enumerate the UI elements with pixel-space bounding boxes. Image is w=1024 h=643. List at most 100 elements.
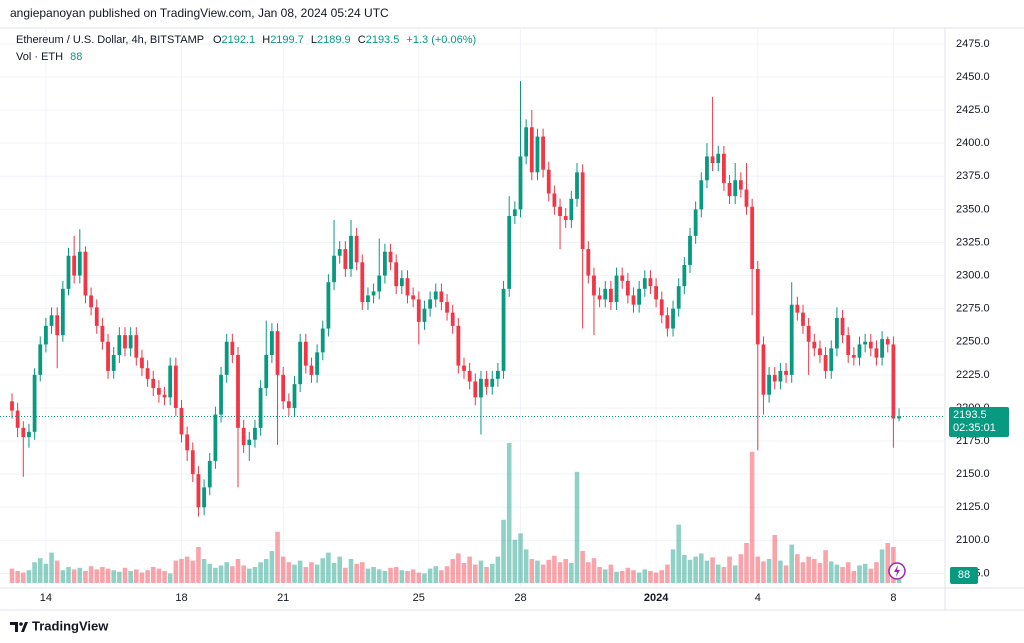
volume-bar: [614, 571, 619, 583]
volume-bar: [456, 553, 461, 583]
volume-bar: [371, 567, 376, 583]
candle-body: [264, 354, 269, 389]
volume-bar: [744, 543, 749, 583]
volume-bar: [235, 559, 241, 583]
candle-body: [77, 251, 82, 276]
candle-body: [326, 282, 331, 329]
candle-body: [885, 339, 890, 345]
candle-body: [190, 450, 195, 475]
candle-body: [823, 354, 828, 371]
volume-bar: [326, 552, 331, 583]
volume-bar: [682, 555, 687, 583]
volume-bar: [100, 567, 105, 583]
volume-bar: [337, 556, 342, 583]
volume-bar: [263, 559, 269, 583]
volume-bar: [145, 570, 150, 583]
candle-body: [501, 288, 506, 371]
volume-bar: [348, 559, 354, 583]
volume-bar: [286, 562, 292, 583]
candle-body: [157, 388, 161, 395]
volume-bar: [399, 570, 405, 583]
volume-bar: [444, 566, 450, 583]
volume-bar: [376, 569, 382, 583]
candle-body: [755, 268, 760, 345]
volume-bar: [738, 554, 744, 583]
volume-bar: [862, 563, 868, 583]
volume-bar: [495, 556, 501, 583]
legend-row: Ethereum / U.S. Dollar, 4h, BITSTAMP O21…: [16, 34, 476, 46]
volume-bar: [795, 554, 800, 583]
candle-body: [507, 215, 512, 289]
symbol-title: Ethereum / U.S. Dollar, 4h, BITSTAMP: [16, 34, 204, 46]
candle-body: [784, 370, 788, 375]
volume-bar: [851, 571, 857, 583]
candle-body: [315, 352, 319, 375]
volume-bar: [868, 568, 874, 583]
volume-bar: [761, 561, 766, 583]
candle-body: [145, 368, 150, 379]
volume-bar: [812, 559, 817, 583]
candle-body: [354, 235, 359, 263]
volume-bar: [817, 563, 823, 583]
candle-body: [563, 215, 568, 220]
volume-bar: [297, 560, 303, 583]
volume-bar: [416, 572, 422, 583]
volume-bar: [727, 556, 732, 583]
volume-bar: [26, 570, 32, 583]
candle-body: [94, 307, 99, 326]
candle-body: [750, 206, 755, 269]
lightning-icon: [894, 565, 900, 577]
volume-bar: [410, 569, 416, 583]
candle-body: [744, 189, 749, 207]
volume-bar: [473, 564, 478, 583]
candle-body: [275, 331, 280, 375]
volume-bar: [190, 560, 196, 583]
candle-body: [846, 335, 851, 355]
volume-bar: [823, 550, 828, 583]
volume-value: 88: [70, 51, 83, 63]
footer-brand: TradingView: [32, 618, 109, 633]
candles: [0, 80, 945, 517]
volume-bar: [659, 570, 665, 583]
candle-body: [603, 288, 608, 300]
volume-bar: [704, 560, 710, 583]
candle-body: [642, 278, 647, 289]
volume-bar: [591, 558, 597, 583]
volume-bar: [574, 471, 580, 583]
candle-body: [592, 275, 596, 296]
volume-bar: [783, 565, 789, 583]
candle-body: [162, 394, 167, 398]
candle-body: [123, 335, 127, 349]
candle-body: [371, 291, 376, 296]
volume-bar: [331, 563, 337, 583]
volume-bar: [653, 572, 659, 583]
candle-body: [140, 357, 144, 369]
y-tick-label: 2275.0: [956, 303, 990, 315]
volume-bar: [874, 562, 879, 583]
countdown: 02:35:01: [953, 422, 996, 434]
volume-bar: [828, 561, 834, 583]
volume-bar: [563, 559, 568, 583]
x-tick-label: 21: [277, 592, 289, 604]
volume-bar: [94, 569, 100, 583]
volume-bar: [122, 567, 128, 583]
volume-bar: [540, 564, 546, 583]
candle-body: [767, 374, 771, 395]
volume-bar: [207, 563, 213, 583]
candle-body: [10, 401, 14, 411]
candle-body: [863, 341, 868, 345]
volume-bar: [247, 568, 252, 583]
candle-body: [366, 295, 370, 303]
y-tick-label: 2425.0: [956, 104, 990, 116]
x-tick-label: 28: [514, 592, 526, 604]
volume-badge: 88: [950, 567, 978, 584]
volume-bar: [518, 533, 523, 583]
y-tick-label: 2225.0: [956, 369, 990, 381]
volume-bar: [484, 567, 489, 583]
candle-body: [490, 378, 495, 387]
candle-body: [609, 288, 613, 303]
volume-bar: [670, 549, 676, 583]
candle-body: [631, 295, 636, 305]
candle-body: [38, 344, 43, 375]
candle-body: [185, 434, 190, 451]
